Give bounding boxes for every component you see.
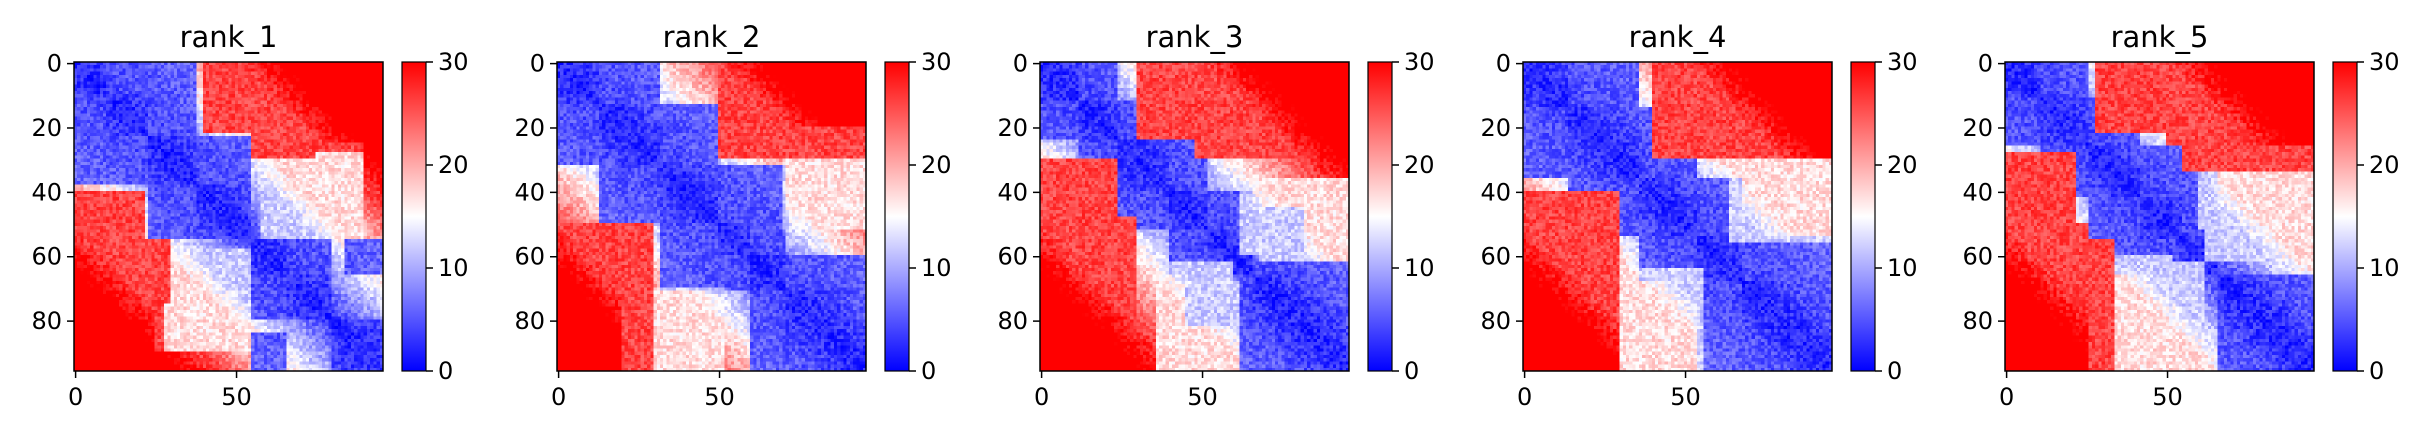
colorbar xyxy=(884,61,910,372)
colorbar-tick-label: 10 xyxy=(438,254,469,282)
panel-title: rank_2 xyxy=(663,20,761,54)
x-tick-label: 0 xyxy=(1034,383,1049,411)
y-tick-label: 80 xyxy=(1480,307,1511,335)
y-tick-label: 80 xyxy=(514,307,545,335)
colorbar-tick-label: 30 xyxy=(2369,48,2400,76)
y-tick-label: 60 xyxy=(31,243,62,271)
colorbar-tick-label: 10 xyxy=(1404,254,1435,282)
colorbar-tick-label: 10 xyxy=(921,254,952,282)
colorbar-tick-label: 20 xyxy=(1404,151,1435,179)
y-tick-label: 0 xyxy=(530,50,545,78)
panel-title: rank_3 xyxy=(1146,20,1244,54)
axes-frame xyxy=(1039,61,1350,372)
heatmap-image xyxy=(1040,62,1349,371)
colorbar xyxy=(1850,61,1876,372)
panel-2: rank_2 0 50 0 20 40 60 80 0 10 20 30 xyxy=(514,20,951,411)
panel-3: rank_3 0 50 0 20 40 60 80 0 10 20 30 xyxy=(997,20,1434,411)
colorbar xyxy=(1367,61,1393,372)
y-tick-label: 0 xyxy=(1978,50,1993,78)
y-tick-label: 40 xyxy=(31,178,62,206)
colorbar-tick-label: 20 xyxy=(438,151,469,179)
heatmap-image xyxy=(557,62,866,371)
y-tick-label: 0 xyxy=(1013,50,1028,78)
axes-frame xyxy=(2004,61,2315,372)
heatmap-image xyxy=(2005,62,2314,371)
panel-1: rank_1 0 50 0 20 40 60 80 0 10 20 30 xyxy=(31,20,468,411)
panel-4: rank_4 0 50 0 20 40 60 80 0 10 20 30 xyxy=(1480,20,1917,411)
x-tick-label: 0 xyxy=(1999,383,2014,411)
colorbar-tick-label: 0 xyxy=(921,357,936,385)
y-tick-label: 80 xyxy=(1962,307,1993,335)
y-tick-label: 20 xyxy=(1962,114,1993,142)
y-tick-label: 20 xyxy=(514,114,545,142)
y-tick-label: 60 xyxy=(514,243,545,271)
x-tick-label: 0 xyxy=(68,383,83,411)
x-tick-label: 50 xyxy=(2152,383,2183,411)
colorbar-tick-label: 30 xyxy=(438,48,469,76)
colorbar-tick-label: 0 xyxy=(438,357,453,385)
axes-frame xyxy=(556,61,867,372)
y-tick-label: 40 xyxy=(1962,178,1993,206)
y-tick-label: 20 xyxy=(1480,114,1511,142)
y-tick-label: 20 xyxy=(997,114,1028,142)
colorbar-tick-label: 0 xyxy=(2369,357,2384,385)
panel-title: rank_1 xyxy=(180,20,278,54)
x-tick-label: 50 xyxy=(221,383,252,411)
colorbar-tick-label: 20 xyxy=(921,151,952,179)
y-tick-label: 0 xyxy=(47,50,62,78)
colorbar-tick-label: 20 xyxy=(2369,151,2400,179)
colorbar-tick-label: 0 xyxy=(1404,357,1419,385)
colorbar-tick-label: 0 xyxy=(1887,357,1902,385)
colorbar-tick-label: 30 xyxy=(1404,48,1435,76)
colorbar-tick-label: 20 xyxy=(1887,151,1918,179)
y-tick-label: 80 xyxy=(31,307,62,335)
x-tick-label: 50 xyxy=(704,383,735,411)
y-tick-label: 40 xyxy=(1480,178,1511,206)
axes-frame xyxy=(1522,61,1833,372)
y-tick-label: 60 xyxy=(1962,243,1993,271)
colorbar-tick-label: 30 xyxy=(1887,48,1918,76)
x-tick-label: 0 xyxy=(1517,383,1532,411)
colorbar-tick-label: 10 xyxy=(1887,254,1918,282)
heatmap-image xyxy=(74,62,383,371)
panel-5: rank_5 0 50 0 20 40 60 80 0 10 20 30 xyxy=(1962,20,2399,411)
y-tick-label: 0 xyxy=(1496,50,1511,78)
y-tick-label: 40 xyxy=(514,178,545,206)
y-tick-label: 40 xyxy=(997,178,1028,206)
colorbar xyxy=(401,61,427,372)
y-tick-label: 20 xyxy=(31,114,62,142)
panel-title: rank_4 xyxy=(1629,20,1727,54)
panel-title: rank_5 xyxy=(2111,20,2209,54)
heatmap-image xyxy=(1523,62,1832,371)
x-tick-label: 50 xyxy=(1670,383,1701,411)
y-tick-label: 60 xyxy=(1480,243,1511,271)
y-tick-label: 60 xyxy=(997,243,1028,271)
axes-frame xyxy=(73,61,384,372)
colorbar xyxy=(2332,61,2358,372)
x-tick-label: 0 xyxy=(551,383,566,411)
x-tick-label: 50 xyxy=(1187,383,1218,411)
colorbar-tick-label: 30 xyxy=(921,48,952,76)
y-tick-label: 80 xyxy=(997,307,1028,335)
colorbar-tick-label: 10 xyxy=(2369,254,2400,282)
